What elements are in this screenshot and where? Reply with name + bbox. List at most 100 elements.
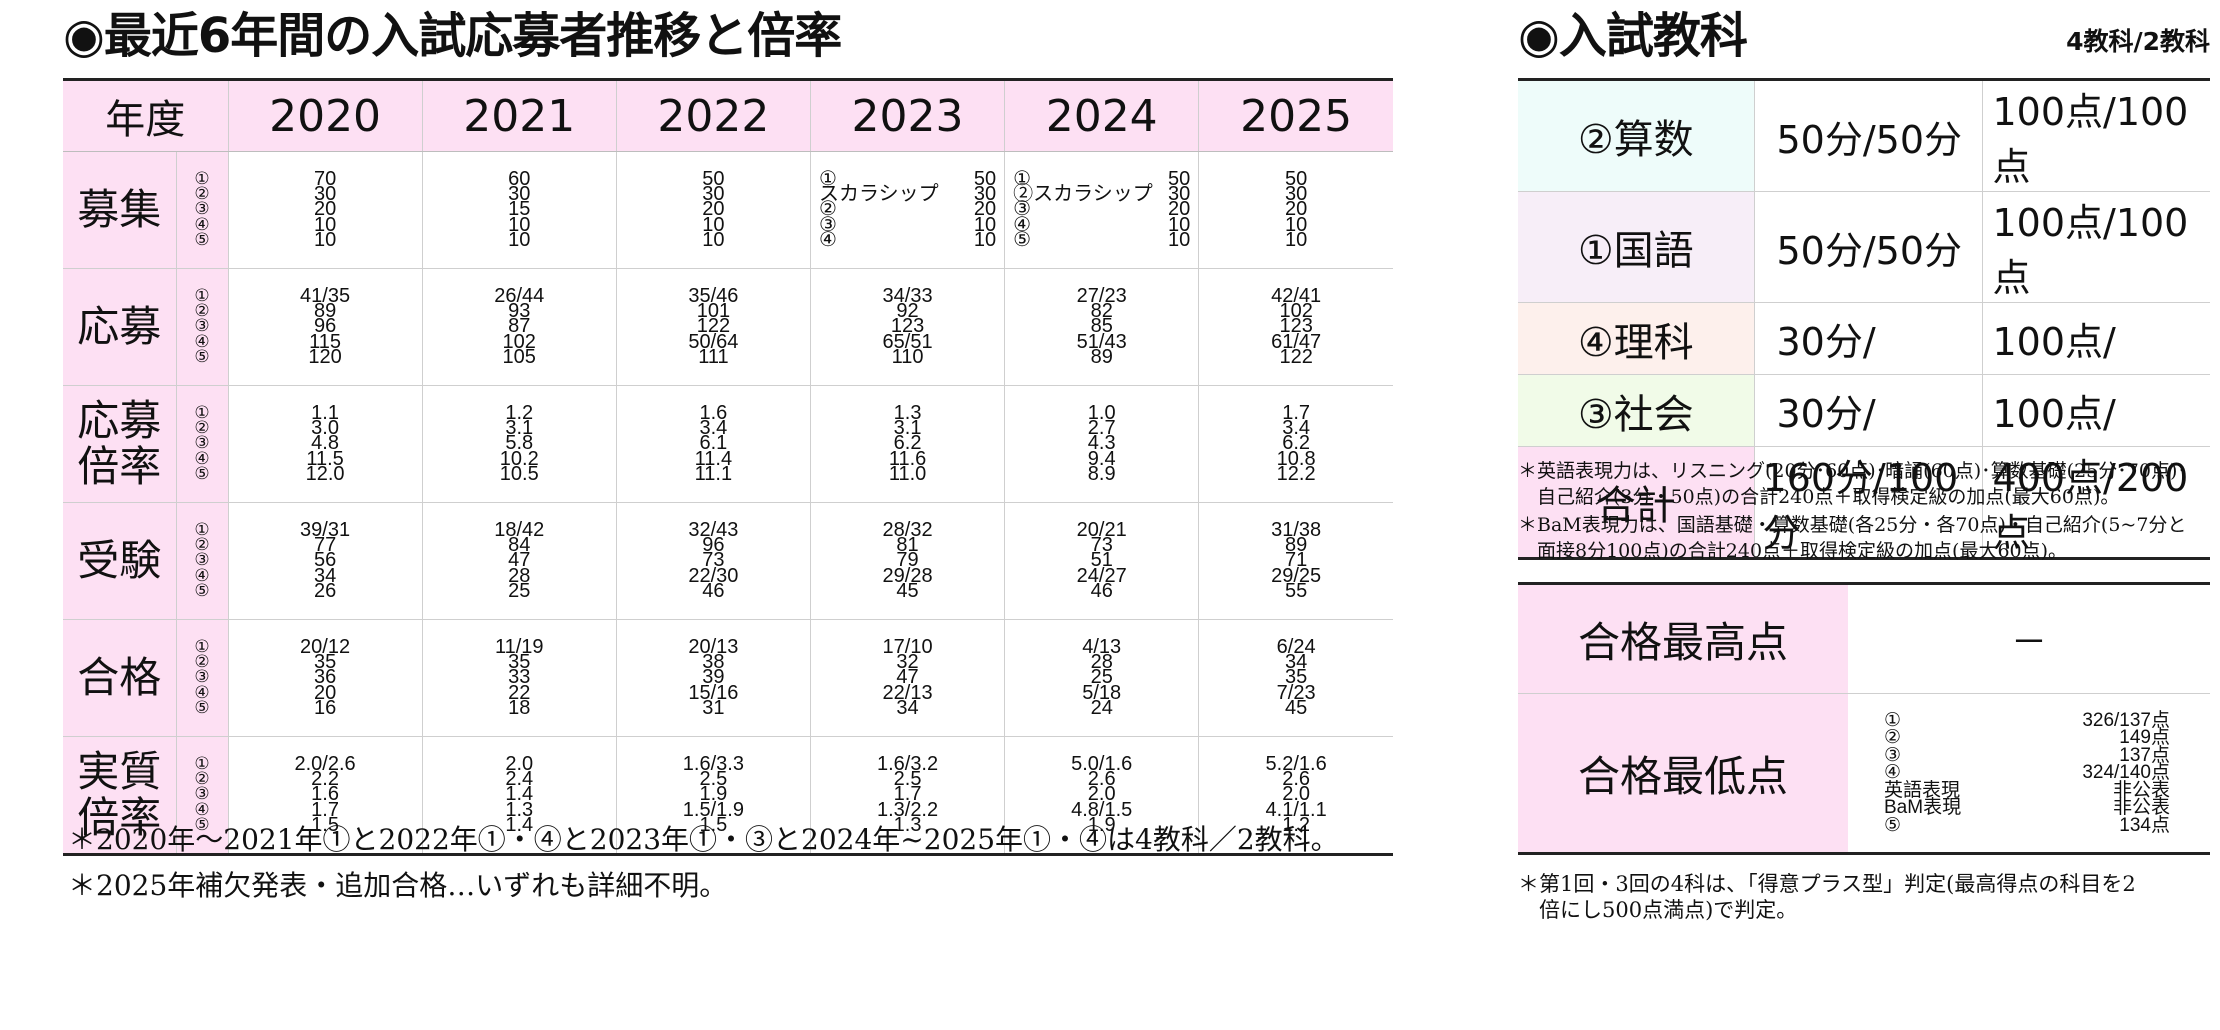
year-2021: 2021: [421, 78, 617, 152]
year-2020: 2020: [227, 78, 423, 152]
final-note-1: ＊第1回・3回の4科は、「得意プラス型」判定(最高得点の科目を2: [1518, 872, 2136, 896]
year-header-label: 年度: [63, 78, 228, 152]
cell-obo-2021: 26/44 93 87 102 105: [421, 268, 617, 386]
cell-juken-2023: 28/32 81 79 29/28 45: [809, 502, 1005, 620]
row-label-boshu: 募集: [63, 151, 176, 269]
cell-juken-2020: 39/31 77 56 34 26: [227, 502, 423, 620]
subjects-note-2: 自己紹介(3分・50点)の合計240点＋取得検定級の加点(最大60点)。: [1518, 486, 2120, 508]
cell-boshu-2023: ① 50 スカラシップ 30 ② 20 ③ 10 ④ 10: [809, 151, 1005, 269]
year-2025: 2025: [1198, 78, 1393, 152]
year-2023: 2023: [809, 78, 1005, 152]
row-label-obo_bairitsu: 応募 倍率: [63, 385, 176, 503]
history-note-1: ＊2020年～2021年①と2022年①・④と2023年①・③と2024年~20…: [68, 823, 1339, 856]
subject-score: 100点/: [1981, 374, 2210, 447]
subject-time: 50分/50分: [1753, 191, 1982, 303]
cell-jisshitsu-2022: 1.6/3.3 2.5 1.9 1.5/1.9 1.5: [615, 736, 811, 856]
year-header-row: 年度 2020 2021 2022 2023 2024 2025: [63, 78, 1393, 152]
pass-max-row: 合格最高点 －: [1518, 582, 2210, 694]
subject-name: ③社会: [1518, 374, 1754, 447]
cell-gokaku-2025: 6/24 34 35 7/23 45: [1198, 619, 1393, 737]
cell-jisshitsu-2020: 2.0/2.6 2.2 1.6 1.7 1.5: [227, 736, 423, 856]
row-boshu: 募集 ① ② ③ ④ ⑤ 70 30 20 10 10 60 30 15 10 10 50 30 20 10 10 ① 50…: [63, 151, 1393, 269]
subject-time: 160分/100分: [1753, 446, 1982, 560]
cell-gokaku-2023: 17/10 32 47 22/13 34: [809, 619, 1005, 737]
year-2024: 2024: [1004, 78, 1199, 152]
cell-gokaku-2022: 20/13 38 39 15/16 31: [615, 619, 811, 737]
subject-row: ④理科 30分/100点/: [1518, 302, 2210, 375]
cell-boshu-2020: 70 30 20 10 10: [227, 151, 423, 269]
subject-score: 400点/200点: [1981, 446, 2210, 560]
final-note-2: 倍にし500点満点)で判定。: [1518, 898, 1798, 922]
cell-gokaku-2021: 11/19 35 33 22 18: [421, 619, 617, 737]
subject-time: 30分/: [1753, 302, 1982, 375]
subjects-note-3: ＊BaM表現力は、国語基礎・算数基礎(各25分・各70点)・自己紹介(5~7分と: [1518, 514, 2187, 536]
cell-obo_bairitsu-2020: 1.1 3.0 4.8 11.5 12.0: [227, 385, 423, 503]
cell-jisshitsu-2024: 5.0/1.6 2.6 2.0 4.8/1.5 1.9: [1004, 736, 1199, 856]
cell-boshu-2021: 60 30 15 10 10: [421, 151, 617, 269]
cell-gokaku-2024: 4/13 28 25 5/18 24: [1004, 619, 1199, 737]
subject-time: 50分/50分: [1753, 78, 1982, 192]
min-score-row: ③ 137点: [1884, 744, 2170, 766]
subject-name: ①国語: [1518, 191, 1754, 303]
cell-boshu-2025: 50 30 20 10 10: [1198, 151, 1393, 269]
row-label-juken: 受験: [63, 502, 176, 620]
row-jisshitsu: 実質 倍率 ① ② ③ ④ ⑤ 2.0/2.6 2.2 1.6 1.7 1.5 2.0 2.4 1.4 1.3…: [63, 736, 1393, 856]
pass-min-label: 合格最低点: [1518, 693, 1848, 855]
cell-boshu-2022: 50 30 20 10 10: [615, 151, 811, 269]
cell-obo-2023: 34/33 92 123 65/51 110: [809, 268, 1005, 386]
cell-jisshitsu-2023: 1.6/3.2 2.5 1.7 1.3/2.2 1.3: [809, 736, 1005, 856]
subjects-title: ◉入試教科: [1518, 8, 1748, 64]
history-note-2: ＊2025年補欠発表・追加合格…いずれも詳細不明。: [68, 869, 728, 902]
cell-jisshitsu-2025: 5.2/1.6 2.6 2.0 4.1/1.1 1.2: [1198, 736, 1393, 856]
subject-score: 100点/100点: [1981, 78, 2210, 192]
row-gokaku: 合格 ① ② ③ ④ ⑤ 20/12 35 36 20 16 11/19 35 33 22 18 20/13 38…: [63, 619, 1393, 737]
subject-row: ②算数 50分/50分 100点/100点: [1518, 78, 2210, 192]
passing-score-table: 合格最高点 － 合格最低点 ① 326/137点 ② 149点 ③ 137点 ④ 324/14…: [1518, 582, 2210, 855]
subject-score: 100点/: [1981, 302, 2210, 375]
min-score-row: 英語表現 非公表: [1884, 779, 2170, 801]
subject-score: 100点/100点: [1981, 191, 2210, 303]
subject-row: ①国語 50分/50分 100点/100点: [1518, 191, 2210, 303]
row-label-gokaku: 合格: [63, 619, 176, 737]
row-juken: 受験 ① ② ③ ④ ⑤ 39/31 77 56 34 26 18/42 84 47 28 25 32/43 96…: [63, 502, 1393, 620]
min-score-row: BaM表現 非公表: [1884, 797, 2170, 819]
applicant-history-table: 年度 2020 2021 2022 2023 2024 2025 募集 ① ② ③ ④ ⑤…: [63, 78, 1393, 856]
cell-obo-2025: 42/41 102 123 61/47 122: [1198, 268, 1393, 386]
subjects-note-1: ＊英語表現力は、リスニング(20分･60点)･暗誦(60点)･算数基礎(25分･…: [1518, 460, 2187, 482]
min-score-row: ② 149点: [1884, 727, 2170, 749]
cell-obo-2020: 41/35 89 96 115 120: [227, 268, 423, 386]
subject-row: ③社会 30分/100点/: [1518, 374, 2210, 447]
pass-max-label: 合格最高点: [1518, 582, 1848, 694]
subject-name: ②算数: [1518, 78, 1754, 192]
cell-obo_bairitsu-2025: 1.7 3.4 6.2 10.8 12.2: [1198, 385, 1393, 503]
row-obo: 応募 ① ② ③ ④ ⑤ 41/35 89 96 115 120 26/44 93 87 102 105 35/…: [63, 268, 1393, 386]
year-2022: 2022: [615, 78, 811, 152]
pass-min-row: 合格最低点 ① 326/137点 ② 149点 ③ 137点 ④ 324/140点 英語表現 非公…: [1518, 693, 2210, 855]
cell-obo_bairitsu-2021: 1.2 3.1 5.8 10.2 10.5: [421, 385, 617, 503]
subjects-subtitle: 4教科/2教科: [2066, 27, 2210, 56]
min-score-row: ① 326/137点: [1884, 709, 2170, 731]
row-label-obo: 応募: [63, 268, 176, 386]
cell-gokaku-2020: 20/12 35 36 20 16: [227, 619, 423, 737]
subject-row: 合計 160分/100分 400点/200点: [1518, 446, 2210, 560]
row-obo_bairitsu: 応募 倍率 ① ② ③ ④ ⑤ 1.1 3.0 4.8 11.5 12.0 1.2 3.1 5.8 10.2 1…: [63, 385, 1393, 503]
min-score-row: ④ 324/140点: [1884, 762, 2170, 784]
subjects-table: ②算数 50分/50分 100点/100点 ①国語 50分/50分 100点/100点 ④理…: [1518, 78, 2210, 560]
cell-obo-2022: 35/46 101 122 50/64 111: [615, 268, 811, 386]
subject-time: 30分/: [1753, 374, 1982, 447]
pass-max-value: －: [1848, 582, 2210, 694]
cell-juken-2025: 31/38 89 71 29/25 55: [1198, 502, 1393, 620]
subjects-note-4: 面接8分100点)の合計240点＋取得検定級の加点(最大60点)。: [1518, 540, 2068, 562]
subject-name: 合計: [1518, 446, 1754, 560]
cell-obo_bairitsu-2024: 1.0 2.7 4.3 9.4 8.9: [1004, 385, 1199, 503]
cell-juken-2024: 20/21 73 51 24/27 46: [1004, 502, 1199, 620]
cell-obo_bairitsu-2023: 1.3 3.1 6.2 11.6 11.0: [809, 385, 1005, 503]
cell-boshu-2024: ① 50 ②スカラシップ 30 ③ 20 ④ 10 ⑤ 10: [1004, 151, 1199, 269]
subject-name: ④理科: [1518, 302, 1754, 375]
